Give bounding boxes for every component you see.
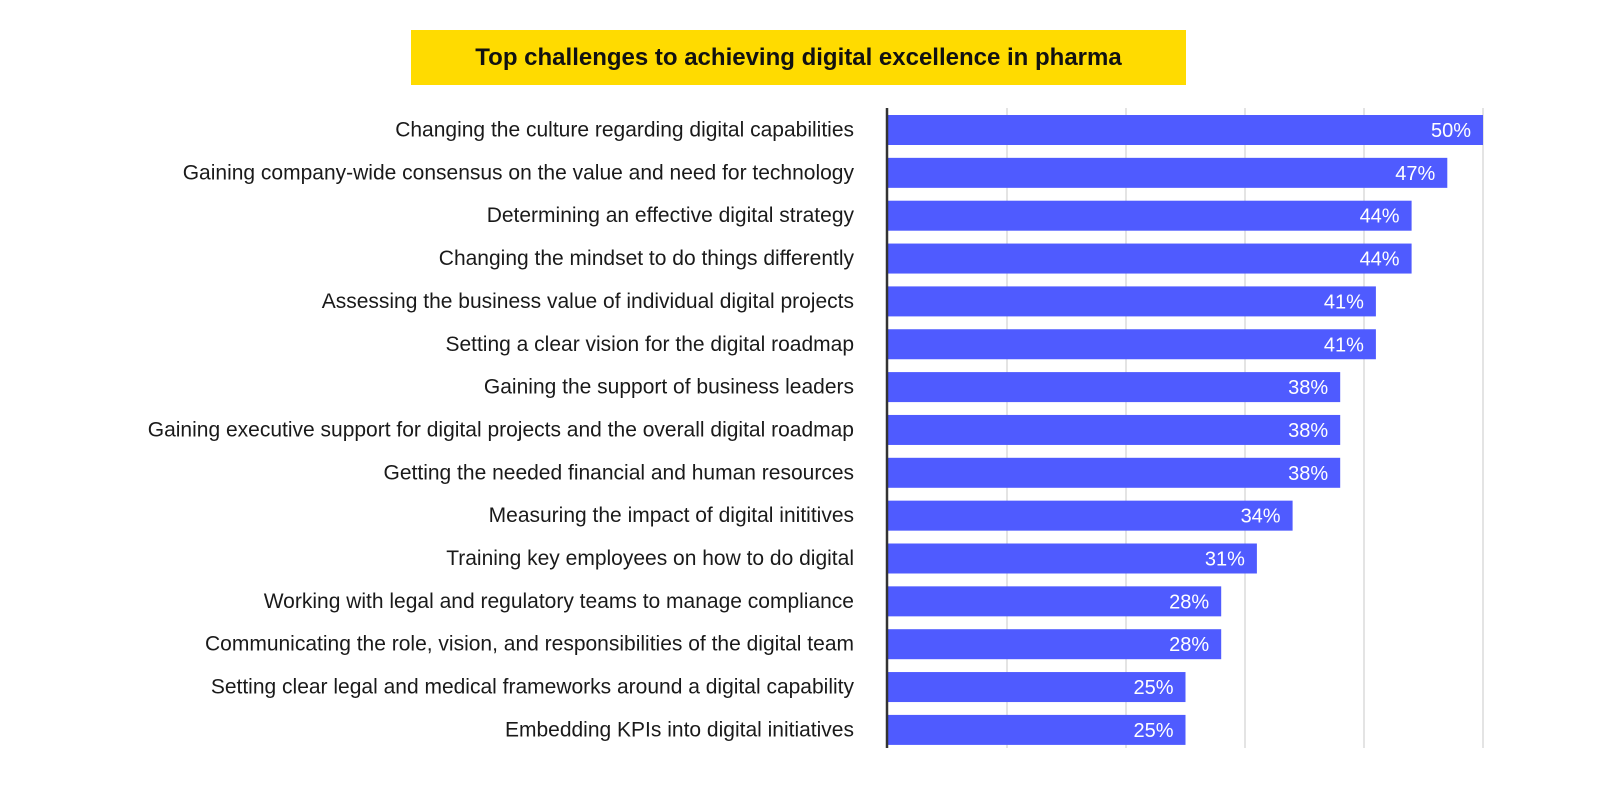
bar [888,414,1341,445]
value-label: 38% [1288,420,1328,442]
bar [888,372,1341,403]
value-label: 44% [1360,206,1400,228]
value-label: 41% [1324,291,1364,313]
bar [888,543,1257,574]
value-label: 25% [1133,677,1173,699]
bar [888,243,1412,274]
category-label: Embedding KPIs into digital initiatives [505,718,854,741]
bar [888,157,1448,188]
value-label: 38% [1288,377,1328,399]
category-label: Changing the culture regarding digital c… [395,119,854,142]
category-label: Gaining company-wide consensus on the va… [183,161,855,184]
category-label: Working with legal and regulatory teams … [264,590,854,613]
bar [888,329,1376,360]
chart-title: Top challenges to achieving digital exce… [411,30,1186,85]
category-label: Assessing the business value of individu… [322,290,854,313]
category-label: Getting the needed financial and human r… [384,461,854,484]
category-label: Communicating the role, vision, and resp… [205,633,854,656]
value-label: 38% [1288,463,1328,485]
category-label: Changing the mindset to do things differ… [439,247,855,270]
bar [888,500,1293,531]
value-label: 44% [1360,249,1400,271]
value-label: 28% [1169,591,1209,613]
bar [888,457,1341,488]
bar [888,672,1186,703]
bars [888,115,1483,745]
category-label: Training key employees on how to do digi… [446,547,854,570]
bar [888,115,1483,145]
value-label: 50% [1431,120,1471,142]
bar [888,714,1186,745]
bar [888,629,1222,660]
category-label: Gaining the support of business leaders [484,376,854,399]
value-labels: 50% 47% 44% 44% 41% 41% 38% 38% 38% 34% 31% 28% 28% 2… [1133,120,1471,742]
category-label: Measuring the impact of digital inititiv… [489,504,854,527]
bar [888,586,1222,617]
value-label: 34% [1241,506,1281,528]
value-label: 47% [1395,163,1435,185]
category-label: Setting clear legal and medical framewor… [211,676,855,699]
category-label: Determining an effective digital strateg… [487,204,855,227]
bar [888,286,1376,317]
value-label: 41% [1324,334,1364,356]
category-labels: Changing the culture regarding digital c… [148,119,855,742]
bar [888,200,1412,231]
value-label: 25% [1133,720,1173,742]
value-label: 31% [1205,549,1245,571]
category-label: Setting a clear vision for the digital r… [445,333,854,356]
category-label: Gaining executive support for digital pr… [148,418,854,441]
value-label: 28% [1169,634,1209,656]
